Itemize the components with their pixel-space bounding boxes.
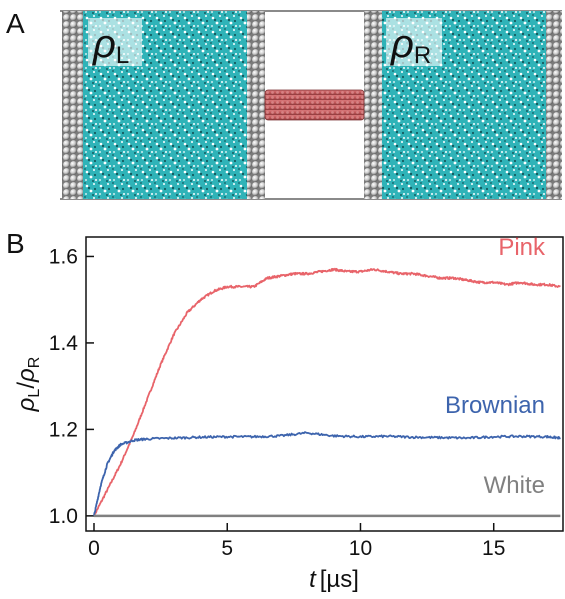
panel-b: B 0 5 10 15 1.01.21.41.6 PinkBrownianWhite … [6, 228, 564, 593]
panel-a: A ρL ρR [6, 8, 562, 200]
x-tick-label: 10 [349, 537, 372, 560]
y-axis-den: ρ [13, 368, 40, 383]
nanochannel-outline [264, 89, 365, 121]
x-tick-label: 5 [221, 537, 233, 560]
panel-b-letter: B [6, 228, 25, 259]
series-labels: Pink Brownian White [445, 234, 546, 499]
y-tick-label: 1.2 [49, 418, 78, 441]
x-axis-unit: [µs] [320, 566, 359, 593]
rho-right-subscript: R [414, 42, 431, 69]
y-axis-num-sub: L [26, 389, 43, 398]
rho-left-text: ρL [92, 22, 129, 69]
x-tick-label: 15 [482, 537, 505, 560]
y-tick-label: 1.0 [49, 505, 78, 528]
y-tick-label: 1.6 [49, 245, 78, 268]
y-axis-slash: / [13, 382, 40, 389]
y-tick-label: 1.4 [49, 332, 79, 355]
rho-left-symbol: ρ [92, 22, 116, 66]
x-axis-symbol: t [309, 566, 317, 593]
rho-right-label-bg [386, 18, 442, 66]
series-line-pink [93, 267, 561, 517]
series-label-white: White [484, 472, 545, 499]
series-line-brownian [93, 431, 561, 516]
y-axis-den-sub: R [26, 357, 43, 369]
simulation-box: ρL ρR [60, 10, 562, 200]
right-membrane-wall [364, 11, 382, 199]
nanochannel-tube [265, 90, 364, 120]
rho-left-label: ρL [88, 18, 142, 69]
right-outer-wall [546, 11, 562, 199]
data-series [93, 267, 561, 518]
x-tick-label: 0 [88, 537, 100, 560]
rho-left-subscript: L [116, 42, 129, 69]
left-membrane-wall [247, 11, 265, 199]
series-label-pink: Pink [498, 234, 546, 261]
x-axis-ticks: 0 5 10 15 [88, 523, 505, 560]
plot-area: 0 5 10 15 1.0 1.2 1.4 1.6 Pink Brownian White [49, 234, 564, 560]
left-outer-wall [62, 11, 83, 199]
x-axis-label: t [µs] [309, 566, 359, 593]
series-label-brownian: Brownian [445, 392, 545, 419]
y-axis-num: ρ [13, 397, 40, 412]
rho-right-text: ρR [390, 22, 431, 69]
y-axis-ticks: 1.0 1.2 1.4 1.6 [49, 245, 94, 528]
plot-frame [85, 236, 564, 532]
rho-right-label: ρR [386, 18, 442, 69]
y-axis-label: ρL/ρR [13, 357, 43, 413]
rho-left-label-bg [88, 18, 142, 66]
panel-a-letter: A [6, 8, 25, 39]
rho-right-symbol: ρ [390, 22, 414, 66]
